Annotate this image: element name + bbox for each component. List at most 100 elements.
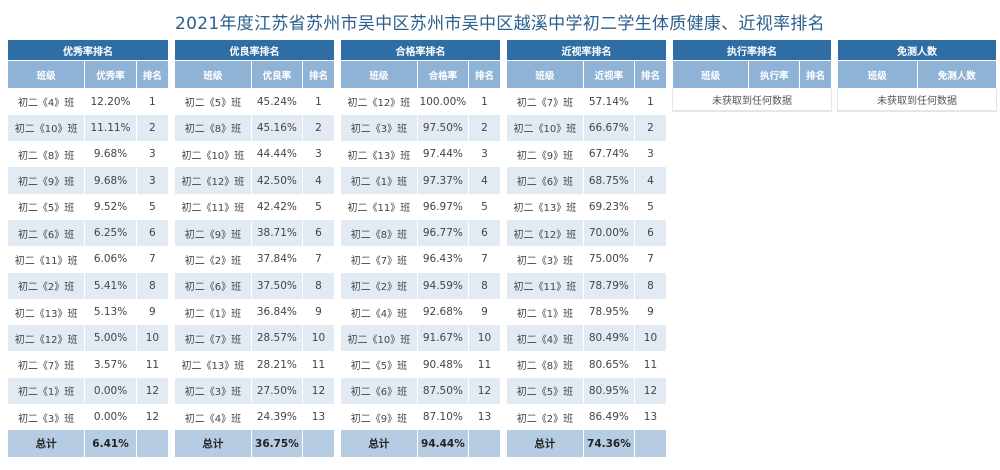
rate-cell: 24.39%: [250, 404, 303, 431]
total-rank-empty: [135, 430, 170, 458]
rank-cell: 3: [135, 141, 170, 168]
column-header[interactable]: 近视率: [582, 60, 635, 89]
class-name-cell: 初二《5》班: [174, 88, 252, 115]
class-name-cell: 初二《10》班: [174, 141, 252, 168]
table-row: 初二《7》班 28.57% 10: [174, 325, 336, 352]
rate-cell: 96.77%: [416, 219, 469, 247]
column-header[interactable]: 执行率: [748, 60, 801, 89]
table-row: 初二《2》班 86.49% 13: [506, 404, 668, 431]
column-header[interactable]: 班级: [837, 60, 918, 89]
rate-cell: 5.00%: [84, 325, 137, 352]
column-header[interactable]: 优秀率: [84, 60, 137, 89]
empty-row: 未获取到任何数据: [837, 88, 997, 111]
table-row: 初二《13》班 69.23% 5: [506, 193, 668, 220]
table-row: 初二《10》班 66.67% 2: [506, 114, 668, 142]
class-name-cell: 初二《1》班: [6, 377, 86, 405]
rate-cell: 42.42%: [250, 193, 303, 220]
class-name-cell: 初二《6》班: [6, 219, 86, 247]
column-header[interactable]: 班级: [340, 60, 418, 89]
page-title: 2021年度江苏省苏州市吴中区苏州市吴中区越溪中学初二学生体质健康、近视率排名: [175, 14, 825, 34]
table-row: 初二《8》班 9.68% 3: [6, 141, 170, 168]
class-name-cell: 初二《12》班: [6, 325, 86, 352]
class-name-cell: 初二《11》班: [506, 272, 584, 299]
rate-cell: 45.16%: [250, 114, 303, 142]
rank-cell: 9: [633, 298, 668, 326]
column-header[interactable]: 排名: [301, 60, 336, 89]
class-name-cell: 初二《9》班: [506, 141, 584, 168]
rank-cell: 12: [633, 377, 668, 405]
rank-cell: 12: [467, 377, 502, 405]
table-row: 初二《3》班 97.50% 2: [340, 114, 502, 142]
class-name-cell: 初二《1》班: [340, 167, 418, 194]
column-header[interactable]: 优良率: [250, 60, 303, 89]
class-name-cell: 初二《2》班: [6, 272, 86, 299]
table-row: 初二《1》班 97.37% 4: [340, 167, 502, 194]
column-header[interactable]: 班级: [506, 60, 584, 89]
table-row: 初二《7》班 96.43% 7: [340, 246, 502, 273]
column-header[interactable]: 排名: [799, 60, 832, 89]
rate-cell: 57.14%: [582, 88, 635, 115]
pass-rate-table: 合格率排名 班级 合格率 排名 初二《12》班 100.00% 1 初二《3》班 97.50% 2…: [340, 39, 502, 458]
rank-cell: 10: [301, 325, 336, 352]
rank-cell: 3: [633, 141, 668, 168]
rank-cell: 9: [135, 298, 170, 326]
rate-cell: 87.50%: [416, 377, 469, 405]
good-rate-table: 优良率排名 班级 优良率 排名 初二《5》班 45.24% 1 初二《8》班 45.16% 2 初二…: [174, 39, 336, 458]
class-name-cell: 初二《9》班: [174, 219, 252, 247]
rank-cell: 4: [633, 167, 668, 194]
rate-cell: 38.71%: [250, 219, 303, 247]
empty-message: 未获取到任何数据: [837, 88, 997, 111]
rank-cell: 3: [301, 141, 336, 168]
table-row: 初二《4》班 12.20% 1: [6, 88, 170, 115]
total-value: 6.41%: [84, 430, 137, 458]
rate-cell: 37.50%: [250, 272, 303, 299]
rate-cell: 87.10%: [416, 404, 469, 431]
rate-cell: 67.74%: [582, 141, 635, 168]
rank-cell: 11: [467, 351, 502, 378]
table-row: 初二《2》班 5.41% 8: [6, 272, 170, 299]
rate-cell: 97.50%: [416, 114, 469, 142]
table-row: 初二《11》班 42.42% 5: [174, 193, 336, 220]
rate-cell: 96.97%: [416, 193, 469, 220]
table-row: 初二《12》班 5.00% 10: [6, 325, 170, 352]
table-row: 初二《9》班 9.68% 3: [6, 167, 170, 194]
class-name-cell: 初二《4》班: [340, 298, 418, 326]
table-row: 初二《8》班 96.77% 6: [340, 219, 502, 247]
rank-cell: 11: [135, 351, 170, 378]
rank-cell: 7: [633, 246, 668, 273]
rank-cell: 8: [633, 272, 668, 299]
column-header[interactable]: 排名: [467, 60, 502, 89]
rate-cell: 0.00%: [84, 404, 137, 431]
rate-cell: 97.37%: [416, 167, 469, 194]
column-header[interactable]: 班级: [671, 60, 750, 89]
class-name-cell: 初二《8》班: [174, 114, 252, 142]
exempt-count-table: 免测人数 班级 免测人数 未获取到任何数据: [837, 39, 997, 111]
rate-cell: 90.48%: [416, 351, 469, 378]
rate-cell: 70.00%: [582, 219, 635, 247]
rank-cell: 7: [467, 246, 502, 273]
rate-cell: 80.65%: [582, 351, 635, 378]
rate-cell: 78.95%: [582, 298, 635, 326]
table-row: 初二《11》班 78.79% 8: [506, 272, 668, 299]
column-header[interactable]: 班级: [6, 60, 86, 89]
column-header[interactable]: 排名: [633, 60, 668, 89]
total-row: 总计 94.44%: [340, 430, 502, 458]
panel-heading: 合格率排名: [340, 39, 501, 61]
column-header[interactable]: 班级: [174, 60, 252, 89]
rate-cell: 80.49%: [582, 325, 635, 352]
class-name-cell: 初二《7》班: [506, 88, 584, 115]
class-name-cell: 初二《11》班: [6, 246, 86, 273]
table-row: 初二《11》班 6.06% 7: [6, 246, 170, 273]
column-header[interactable]: 合格率: [416, 60, 469, 89]
column-header[interactable]: 免测人数: [916, 60, 997, 89]
table-row: 初二《5》班 90.48% 11: [340, 351, 502, 378]
column-header[interactable]: 排名: [135, 60, 170, 89]
class-name-cell: 初二《4》班: [6, 88, 86, 115]
rate-cell: 44.44%: [250, 141, 303, 168]
class-name-cell: 初二《3》班: [174, 377, 252, 405]
table-row: 初二《7》班 3.57% 11: [6, 351, 170, 378]
rank-cell: 1: [135, 88, 170, 115]
rate-cell: 42.50%: [250, 167, 303, 194]
class-name-cell: 初二《12》班: [506, 219, 584, 247]
class-name-cell: 初二《8》班: [340, 219, 418, 247]
